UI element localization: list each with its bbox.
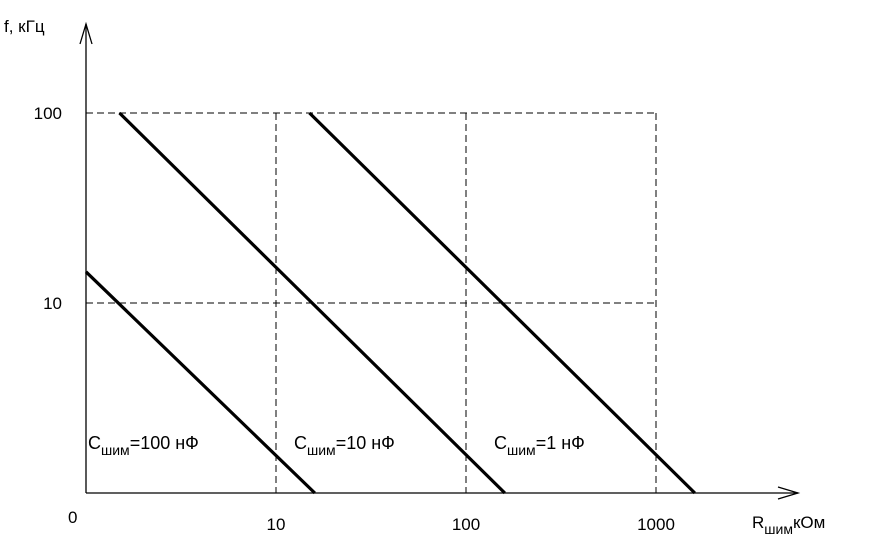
series-label-100nf-subscript: шим [101,442,130,458]
series-label-100nf: Cшим=100 нФ [88,433,199,458]
x-axis-label: RшимкОм [752,513,825,537]
series-line-100nf [84,270,316,495]
y-tick-100: 100 [34,104,62,123]
y-axis-arrow-icon [79,21,93,45]
x-tick-10: 10 [267,515,286,534]
series-label-10nf-prefix: C [294,433,307,453]
series-label-100nf-value: =100 нФ [130,433,199,453]
series-label-10nf: Cшим=10 нФ [294,433,395,458]
grid [86,112,657,493]
series-label-10nf-value: =10 нФ [336,433,395,453]
x-axis-label-subscript: шим [764,521,793,537]
x-tick-0: 0 [68,508,77,527]
series-line-1nf [308,111,696,495]
series-label-1nf-subscript: шим [507,442,536,458]
series-line-10nf [118,111,506,495]
series-label-1nf-value: =1 нФ [536,433,585,453]
series-label-10nf-subscript: шим [307,442,336,458]
x-axis-label-main: R [752,513,764,532]
x-axis-arrow-icon [777,486,801,500]
series-label-100nf-prefix: C [88,433,101,453]
x-axis-label-unit: кОм [793,513,825,532]
y-tick-10: 10 [43,294,62,313]
series-layer [84,111,696,495]
x-tick-100: 100 [452,515,480,534]
axes [79,21,801,500]
series-label-1nf-prefix: C [494,433,507,453]
x-tick-1000: 1000 [637,515,675,534]
series-label-1nf: Cшим=1 нФ [494,433,585,458]
y-axis-label: f, кГц [4,17,45,36]
